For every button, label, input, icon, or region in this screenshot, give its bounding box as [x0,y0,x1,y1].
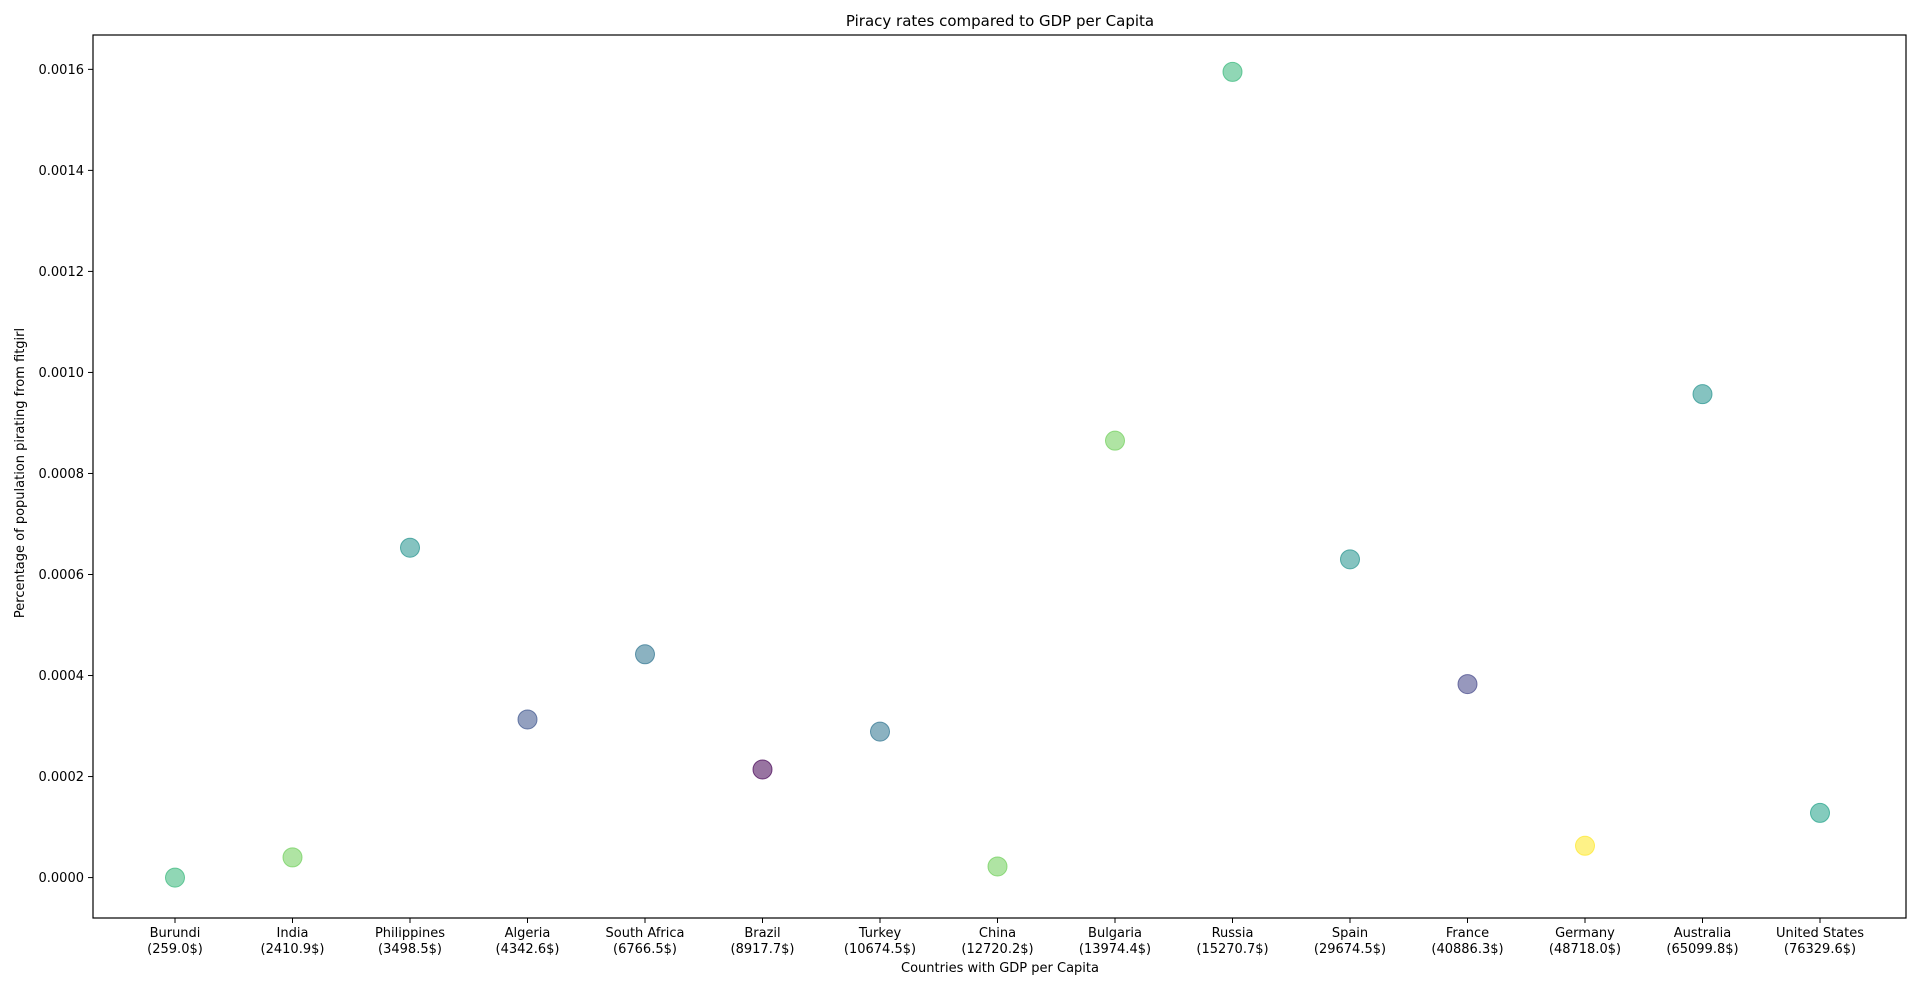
x-tick-label-gdp: (15270.7$) [1196,942,1268,957]
y-tick-label: 0.0000 [39,871,85,886]
chart-title: Piracy rates compared to GDP per Capita [846,12,1154,30]
data-point [635,644,655,665]
data-point [1340,549,1360,570]
x-tick-label-gdp: (65099.8$) [1666,942,1738,957]
x-tick-label-gdp: (6766.5$) [613,942,677,957]
x-tick-label-country: Germany [1555,926,1615,941]
data-point [1222,61,1243,82]
x-tick-label-country: United States [1776,926,1864,941]
x-tick-label-country: Brazil [744,926,780,941]
data-point [752,759,773,780]
x-tick-label-country: Bulgaria [1088,926,1142,941]
data-point [282,847,303,868]
x-tick-label-country: Burundi [150,926,201,941]
x-tick-label-country: Algeria [505,926,551,941]
data-point [1810,802,1830,823]
data-point [517,709,538,730]
x-tick-label-country: France [1446,926,1489,941]
x-tick-label-country: Turkey [858,926,902,941]
data-point [1692,384,1713,405]
x-tick-label-gdp: (48718.0$) [1549,942,1621,957]
x-tick-label-country: Spain [1332,926,1368,941]
x-tick-label-country: India [277,926,309,941]
x-tick-label-gdp: (12720.2$) [961,942,1033,957]
data-point [1575,835,1595,856]
x-tick-label-gdp: (3498.5$) [378,942,442,957]
x-tick-label-gdp: (259.0$) [147,942,203,957]
y-tick-label: 0.0014 [39,164,85,179]
data-points [165,61,1830,888]
x-tick-label-gdp: (4342.6$) [496,942,560,957]
y-tick-label: 0.0004 [39,669,85,684]
data-point [870,721,890,742]
x-tick-label-gdp: (10674.5$) [844,942,916,957]
data-point [1457,674,1478,695]
y-axis-label: Percentage of population pirating from f… [13,328,28,618]
x-axis-label: Countries with GDP per Capita [901,961,1099,976]
x-tick-label-country: China [979,926,1016,941]
x-tick-label-gdp: (76329.6$) [1784,942,1856,957]
x-axis-ticks: Burundi(259.0$) India(2410.9$) Philippines… [147,918,1864,957]
data-point [165,867,185,888]
y-axis-ticks: 0.0000 0.0002 0.0004 0.0006 0.0008 0.0010 0.00… [39,63,93,886]
x-tick-label-country: Philippines [375,926,445,941]
x-tick-label-gdp: (13974.4$) [1079,942,1151,957]
data-point [400,537,420,558]
x-tick-label-country: Australia [1674,926,1732,941]
y-tick-label: 0.0012 [39,265,85,280]
x-tick-label-gdp: (2410.9$) [261,942,325,957]
y-tick-label: 0.0008 [39,467,85,482]
x-tick-label-gdp: (8917.7$) [731,942,795,957]
y-tick-label: 0.0010 [39,366,85,381]
x-tick-label-gdp: (29674.5$) [1314,942,1386,957]
y-tick-label: 0.0016 [39,63,85,78]
y-tick-label: 0.0002 [39,770,85,785]
data-point [987,856,1008,877]
y-tick-label: 0.0006 [39,568,85,583]
x-tick-label-gdp: (40886.3$) [1431,942,1503,957]
x-tick-label-country: South Africa [606,926,685,941]
plot-area-frame [92,34,1907,919]
x-tick-label-country: Russia [1212,926,1254,941]
data-point [1105,430,1125,451]
